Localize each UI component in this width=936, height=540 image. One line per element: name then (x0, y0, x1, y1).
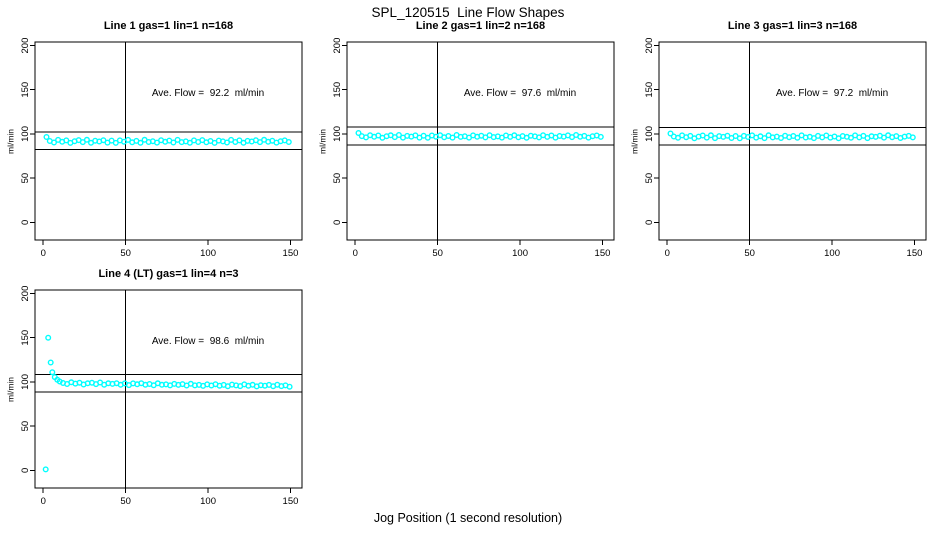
flow-data-point (794, 134, 801, 141)
flow-data-point (909, 134, 916, 141)
flow-data-point (707, 132, 714, 139)
y-tick-label: 200 (20, 286, 31, 302)
subplot-line2: Line 2 gas=1 lin=2 n=168 ml/min 0 50 100 15… (312, 20, 622, 268)
flow-data-point (736, 135, 743, 142)
flow-data-point (43, 133, 50, 140)
y-tick-label: 50 (332, 173, 343, 184)
flow-data-point (45, 334, 52, 341)
x-tick-label: 50 (120, 496, 131, 507)
plot-area-line4: 0 50 100 150 200 0 50 100 150 (20, 286, 303, 507)
x-tick-label: 50 (744, 248, 755, 259)
data-points (43, 133, 292, 146)
subplot-line4-title: Line 4 (LT) gas=1 lin=4 n=3 (98, 268, 239, 280)
plot-box (346, 41, 615, 241)
flow-data-point (286, 383, 293, 390)
flow-data-point (236, 137, 243, 144)
flow-data-point (285, 138, 292, 145)
flow-data-point (597, 133, 604, 140)
ave-flow-annotation-line2: Ave. Flow = 97.6 ml/min (463, 88, 577, 99)
y-tick-label: 100 (332, 126, 343, 142)
plot-box (658, 41, 927, 241)
x-tick-label: 150 (283, 496, 299, 507)
flow-data-point (223, 139, 230, 146)
subplot-line3-title: Line 3 gas=1 lin=3 n=168 (727, 20, 858, 32)
y-tick-label: 150 (20, 330, 31, 346)
y-tick-label: 100 (20, 374, 31, 390)
plot-area-line3: 0 50 100 150 200 0 50 100 150 (644, 38, 927, 259)
x-tick-label: 150 (595, 248, 611, 259)
x-tick-label: 100 (512, 248, 528, 259)
subplot-line2-title: Line 2 gas=1 lin=2 n=168 (415, 20, 546, 32)
flow-data-point (125, 136, 132, 143)
y-tick-label: 200 (332, 38, 343, 54)
x-tick-label: 100 (200, 248, 216, 259)
x-tick-label: 100 (200, 496, 216, 507)
plot-box (34, 289, 303, 489)
x-tick-label: 0 (41, 496, 46, 507)
plot-area-line1: 0 50 100 150 200 0 50 100 150 (20, 38, 303, 259)
y-tick-label: 0 (20, 220, 31, 225)
x-tick-label: 150 (907, 248, 923, 259)
plot-area-line2: 0 50 100 150 200 0 50 100 150 (332, 38, 615, 259)
y-tick-label: 200 (20, 38, 31, 54)
data-points (42, 334, 293, 473)
y-tick-label: 100 (20, 126, 31, 142)
x-tick-label: 50 (432, 248, 443, 259)
subplot-line3: Line 3 gas=1 lin=3 n=168 ml/min 0 50 100 15… (624, 20, 934, 268)
flow-data-point (449, 134, 456, 141)
flow-data-point (186, 139, 193, 146)
flow-data-point (51, 139, 58, 146)
x-tick-label: 100 (824, 248, 840, 259)
main-title: SPL_120515 Line Flow Shapes (371, 5, 565, 20)
flow-data-point (83, 136, 90, 143)
ave-flow-annotation-line1: Ave. Flow = 92.2 ml/min (151, 88, 265, 99)
y-tick-label: 0 (20, 468, 31, 473)
plot-box (34, 41, 303, 241)
y-tick-label: 100 (644, 126, 655, 142)
y-tick-label: 200 (644, 38, 655, 54)
flow-data-point (112, 139, 119, 146)
subplot-line1-title: Line 1 gas=1 lin=1 n=168 (103, 20, 234, 32)
data-points (355, 129, 604, 141)
flow-data-point (170, 139, 177, 146)
x-tick-label: 50 (120, 248, 131, 259)
y-tick-label: 0 (332, 220, 343, 225)
y-tick-label: 150 (644, 82, 655, 98)
flow-data-point (395, 131, 402, 138)
y-tick-label: 50 (20, 421, 31, 432)
subplot-line1: Line 1 gas=1 lin=1 n=168 ml/min 0 50 100 15… (0, 20, 310, 268)
ave-flow-annotation-line4: Ave. Flow = 98.6 ml/min (151, 336, 265, 347)
flow-data-point (49, 369, 56, 376)
flow-data-point (847, 134, 854, 141)
flow-data-point (687, 132, 694, 139)
y-tick-label: 150 (332, 82, 343, 98)
flow-data-point (667, 130, 674, 137)
x-axis-label: Jog Position (1 second resolution) (373, 511, 563, 525)
flow-data-point (47, 359, 54, 366)
y-tick-label: 150 (20, 82, 31, 98)
flow-data-point (42, 466, 49, 473)
x-tick-label: 0 (665, 248, 670, 259)
flow-data-point (675, 134, 682, 141)
subplot-line4: Line 4 (LT) gas=1 lin=4 n=3 ml/min 0 50 10… (0, 268, 310, 516)
flow-data-point (137, 139, 144, 146)
flow-data-point (761, 135, 768, 142)
data-points (667, 130, 916, 142)
x-tick-label: 150 (283, 248, 299, 259)
y-tick-label: 50 (20, 173, 31, 184)
x-tick-label: 0 (41, 248, 46, 259)
flow-data-point (63, 137, 70, 144)
flow-data-point (355, 129, 362, 136)
y-tick-label: 0 (644, 220, 655, 225)
flow-data-point (100, 137, 107, 144)
y-tick-label: 50 (644, 173, 655, 184)
x-tick-label: 0 (353, 248, 358, 259)
ave-flow-annotation-line3: Ave. Flow = 97.2 ml/min (775, 88, 889, 99)
